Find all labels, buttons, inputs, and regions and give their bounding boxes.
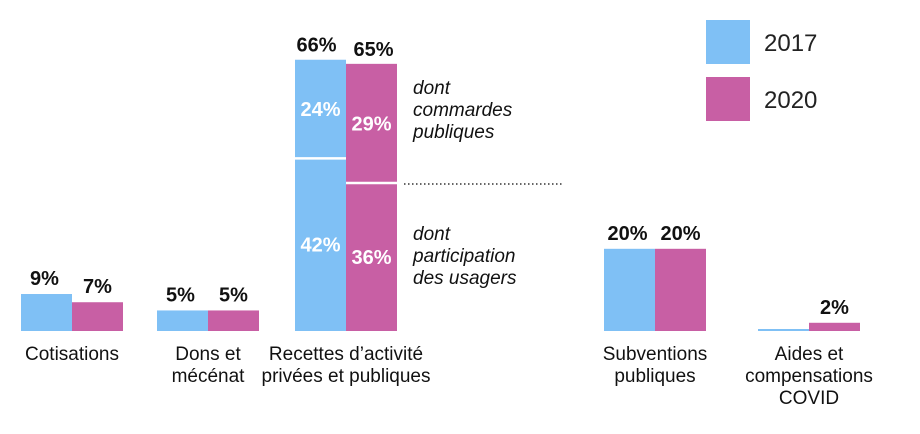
bar-2020 — [72, 302, 123, 331]
category-label: Dons et mécénat — [172, 344, 246, 387]
bar-value-label: 5% — [166, 284, 195, 306]
legend-label: 2017 — [764, 30, 817, 57]
segment-annotation: dont participation des usagers — [412, 224, 517, 289]
bar-2017 — [604, 248, 655, 331]
bar-value-label: 20% — [660, 223, 700, 245]
bar-2020-segment-1 — [346, 183, 397, 331]
category-label: Recettes d’activité privées et publiques — [262, 344, 431, 387]
segment-annotation: dont commardes publiques — [412, 78, 513, 143]
segment-value-label: 36% — [351, 247, 391, 269]
bar-value-label: 7% — [83, 276, 112, 298]
bar-2017-segment-2 — [295, 59, 346, 159]
bar-2017 — [758, 329, 809, 331]
segment-value-label: 24% — [300, 99, 340, 121]
category-label: Cotisations — [25, 344, 119, 365]
bar-value-label: 9% — [30, 268, 59, 290]
bar-value-label: 2% — [820, 297, 849, 319]
bar-value-label: 66% — [296, 35, 336, 57]
bar-value-label: 20% — [607, 223, 647, 245]
legend-swatch-2017 — [706, 20, 750, 64]
segment-value-label: 29% — [351, 113, 391, 135]
bar-2020 — [655, 248, 706, 331]
category-label: Subventions publiques — [603, 344, 708, 387]
bar-2020 — [208, 310, 259, 331]
bar-value-label: 65% — [353, 39, 393, 61]
bar-2017 — [157, 310, 208, 331]
legend-label: 2020 — [764, 87, 817, 114]
bar-2020-segment-2 — [346, 63, 397, 184]
legend-swatch-2020 — [706, 77, 750, 121]
category-label: Aides et compensations COVID — [745, 344, 873, 409]
bar-2017-segment-1 — [295, 158, 346, 331]
bar-value-label: 5% — [219, 284, 248, 306]
bar-2017 — [21, 294, 72, 331]
bar-2020 — [809, 322, 860, 331]
segment-value-label: 42% — [300, 235, 340, 257]
